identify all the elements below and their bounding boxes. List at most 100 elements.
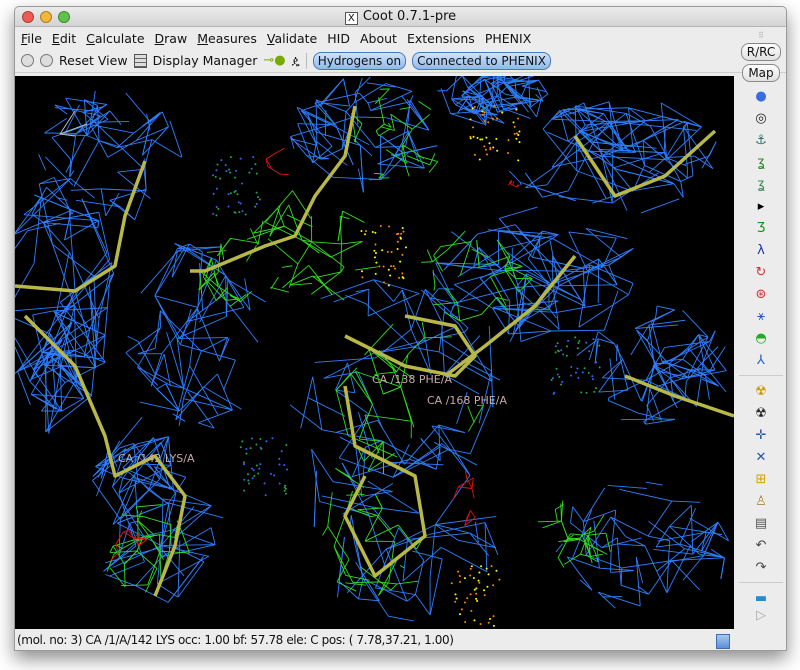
- radioactive-small-icon[interactable]: ☢: [755, 383, 767, 399]
- water-dot: [517, 117, 520, 120]
- density-map-scene[interactable]: [15, 76, 734, 629]
- flip-peptide-icon[interactable]: ʓ: [757, 176, 765, 192]
- centre-icon[interactable]: ◎: [755, 110, 767, 126]
- water-dot: [560, 383, 563, 386]
- water-dot: [396, 247, 399, 250]
- water-dot: [488, 142, 491, 145]
- refine-sphere-icon[interactable]: ●: [755, 88, 767, 104]
- trash-icon[interactable]: ▤: [754, 515, 768, 531]
- water-dot: [588, 350, 591, 353]
- menu-extensions[interactable]: Extensions: [406, 30, 475, 46]
- refine-regularize-button[interactable]: R/RC: [740, 43, 782, 61]
- water-dot: [379, 225, 382, 228]
- water-dot: [562, 353, 565, 356]
- water-dot: [387, 268, 390, 271]
- backbone-trace: [343, 385, 427, 578]
- water-dot: [565, 354, 568, 357]
- water-dot: [248, 482, 251, 485]
- water-dot: [388, 225, 391, 228]
- rotamer-icon[interactable]: ʓ: [757, 154, 765, 170]
- water-dot: [373, 249, 376, 252]
- water-dot: [557, 350, 560, 353]
- handle-icon[interactable]: ⠿: [758, 31, 764, 40]
- water-dot: [518, 130, 521, 133]
- rotate-translate-icon[interactable]: ↻: [755, 264, 767, 280]
- water-dot: [479, 622, 482, 625]
- flag-icon[interactable]: ▬: [754, 590, 768, 606]
- water-dot: [283, 464, 286, 467]
- water-dot: [245, 448, 248, 451]
- water-dot: [556, 373, 559, 376]
- mutate-icon[interactable]: ⅄: [757, 352, 765, 368]
- water-dot: [478, 571, 481, 574]
- toolbar-separator: [739, 582, 783, 583]
- play-icon[interactable]: ▷: [756, 607, 766, 623]
- menu-file[interactable]: File: [21, 30, 42, 46]
- backbone-icon[interactable]: λ: [757, 242, 765, 258]
- map-mesh: [38, 90, 183, 221]
- menu-measures[interactable]: Measures: [197, 30, 257, 46]
- minimize-button[interactable]: [40, 11, 52, 23]
- menu-hid[interactable]: HID: [327, 30, 350, 46]
- water-dot: [558, 375, 561, 378]
- torsion-icon[interactable]: ⚹: [757, 308, 765, 324]
- menu-phenix[interactable]: PHENIX: [484, 30, 532, 46]
- add-terminal-icon[interactable]: ⊞: [755, 471, 767, 487]
- water-dot: [360, 270, 363, 273]
- arrow-right-icon[interactable]: ▸: [757, 198, 765, 214]
- water-dot: [238, 211, 241, 214]
- coot-window: X Coot 0.7.1-pre File Edit Calculate Draw Mea…: [14, 6, 787, 651]
- menu-calculate[interactable]: Calculate: [86, 30, 145, 46]
- menu-bar: File Edit Calculate Draw Measures Validate HID…: [15, 27, 786, 49]
- 3d-map-viewport[interactable]: CA /138 PHE/A CA /168 PHE/A CA /142 LYS/…: [15, 76, 734, 629]
- water-dot: [595, 361, 598, 364]
- water-dot: [217, 207, 220, 210]
- map-button[interactable]: Map: [742, 64, 780, 82]
- water-dot: [387, 284, 390, 287]
- title-bar: X Coot 0.7.1-pre: [15, 7, 786, 27]
- side-chain-icon[interactable]: ◓: [755, 330, 767, 346]
- water-dot: [513, 132, 516, 135]
- water-dot: [278, 457, 281, 460]
- ligand-icon[interactable]: ዼ: [291, 53, 300, 67]
- back-icon[interactable]: [21, 54, 34, 67]
- menu-edit[interactable]: Edit: [51, 30, 77, 46]
- water-dot: [280, 450, 283, 453]
- add-atom-icon[interactable]: ✛: [755, 427, 767, 443]
- water-dot: [487, 121, 490, 124]
- rigid-body-icon[interactable]: ⊛: [755, 286, 767, 302]
- water-dot: [469, 593, 472, 596]
- radioactive-icon[interactable]: ☢: [755, 405, 767, 421]
- display-manager-button[interactable]: Display Manager: [152, 53, 258, 68]
- backbone-trace: [190, 105, 357, 273]
- water-dot: [233, 211, 236, 214]
- water-dot: [481, 113, 484, 116]
- water-dot: [250, 437, 253, 440]
- water-dot: [396, 240, 399, 243]
- redo-icon[interactable]: ↷: [755, 559, 767, 575]
- menu-validate[interactable]: Validate: [266, 30, 318, 46]
- water-dot: [566, 345, 569, 348]
- water-dot: [251, 477, 254, 480]
- water-dot: [392, 265, 395, 268]
- water-dot: [259, 438, 262, 441]
- phenix-connection-button[interactable]: Connected to PHENIX: [412, 51, 551, 70]
- stop-icon[interactable]: [40, 54, 53, 67]
- reset-view-button[interactable]: Reset View: [59, 53, 128, 68]
- water-dot: [486, 585, 489, 588]
- add-residue-icon[interactable]: Ʒ: [756, 220, 766, 236]
- water-dot: [255, 191, 258, 194]
- zoom-button[interactable]: [58, 11, 70, 23]
- pipette-icon[interactable]: ♙: [755, 493, 767, 509]
- menu-about[interactable]: About: [359, 30, 397, 46]
- close-button[interactable]: [22, 11, 34, 23]
- undo-icon[interactable]: ↶: [755, 537, 767, 553]
- go-to-atom-icon[interactable]: ⊸●: [263, 53, 286, 68]
- delete-atom-icon[interactable]: ✕: [755, 449, 767, 465]
- anchor-icon[interactable]: ⚓: [755, 132, 767, 148]
- menu-draw[interactable]: Draw: [154, 30, 188, 46]
- water-dot: [478, 581, 481, 584]
- hydrogens-toggle[interactable]: Hydrogens on: [312, 51, 407, 70]
- water-dot: [401, 272, 404, 275]
- water-dot: [244, 213, 247, 216]
